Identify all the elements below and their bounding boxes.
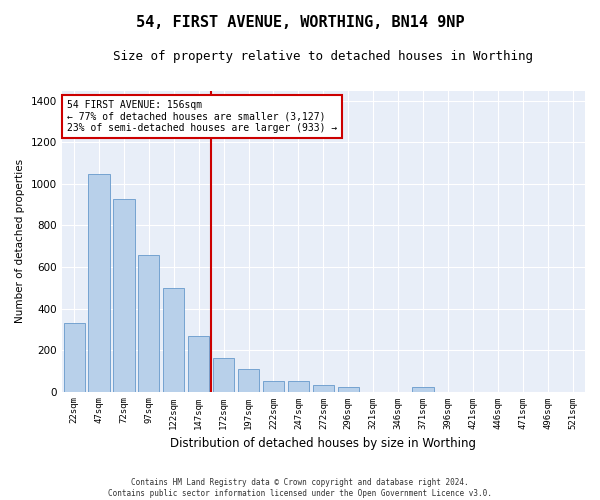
Bar (313, 386, 334, 392)
Bar (288, 381, 309, 392)
Text: Contains HM Land Registry data © Crown copyright and database right 2024.
Contai: Contains HM Land Registry data © Crown c… (108, 478, 492, 498)
X-axis label: Distribution of detached houses by size in Worthing: Distribution of detached houses by size … (170, 437, 476, 450)
Bar (188, 336, 209, 392)
Bar (138, 254, 160, 392)
Bar (213, 358, 234, 392)
Bar (88, 174, 110, 392)
Bar (412, 388, 434, 392)
Title: Size of property relative to detached houses in Worthing: Size of property relative to detached ho… (113, 50, 533, 63)
Bar (64, 323, 85, 392)
Bar (113, 198, 134, 392)
Y-axis label: Number of detached properties: Number of detached properties (15, 159, 25, 323)
Text: 54, FIRST AVENUE, WORTHING, BN14 9NP: 54, FIRST AVENUE, WORTHING, BN14 9NP (136, 15, 464, 30)
Text: 54 FIRST AVENUE: 156sqm
← 77% of detached houses are smaller (3,127)
23% of semi: 54 FIRST AVENUE: 156sqm ← 77% of detache… (67, 100, 337, 133)
Bar (338, 388, 359, 392)
Bar (163, 288, 184, 392)
Bar (263, 381, 284, 392)
Bar (238, 368, 259, 392)
